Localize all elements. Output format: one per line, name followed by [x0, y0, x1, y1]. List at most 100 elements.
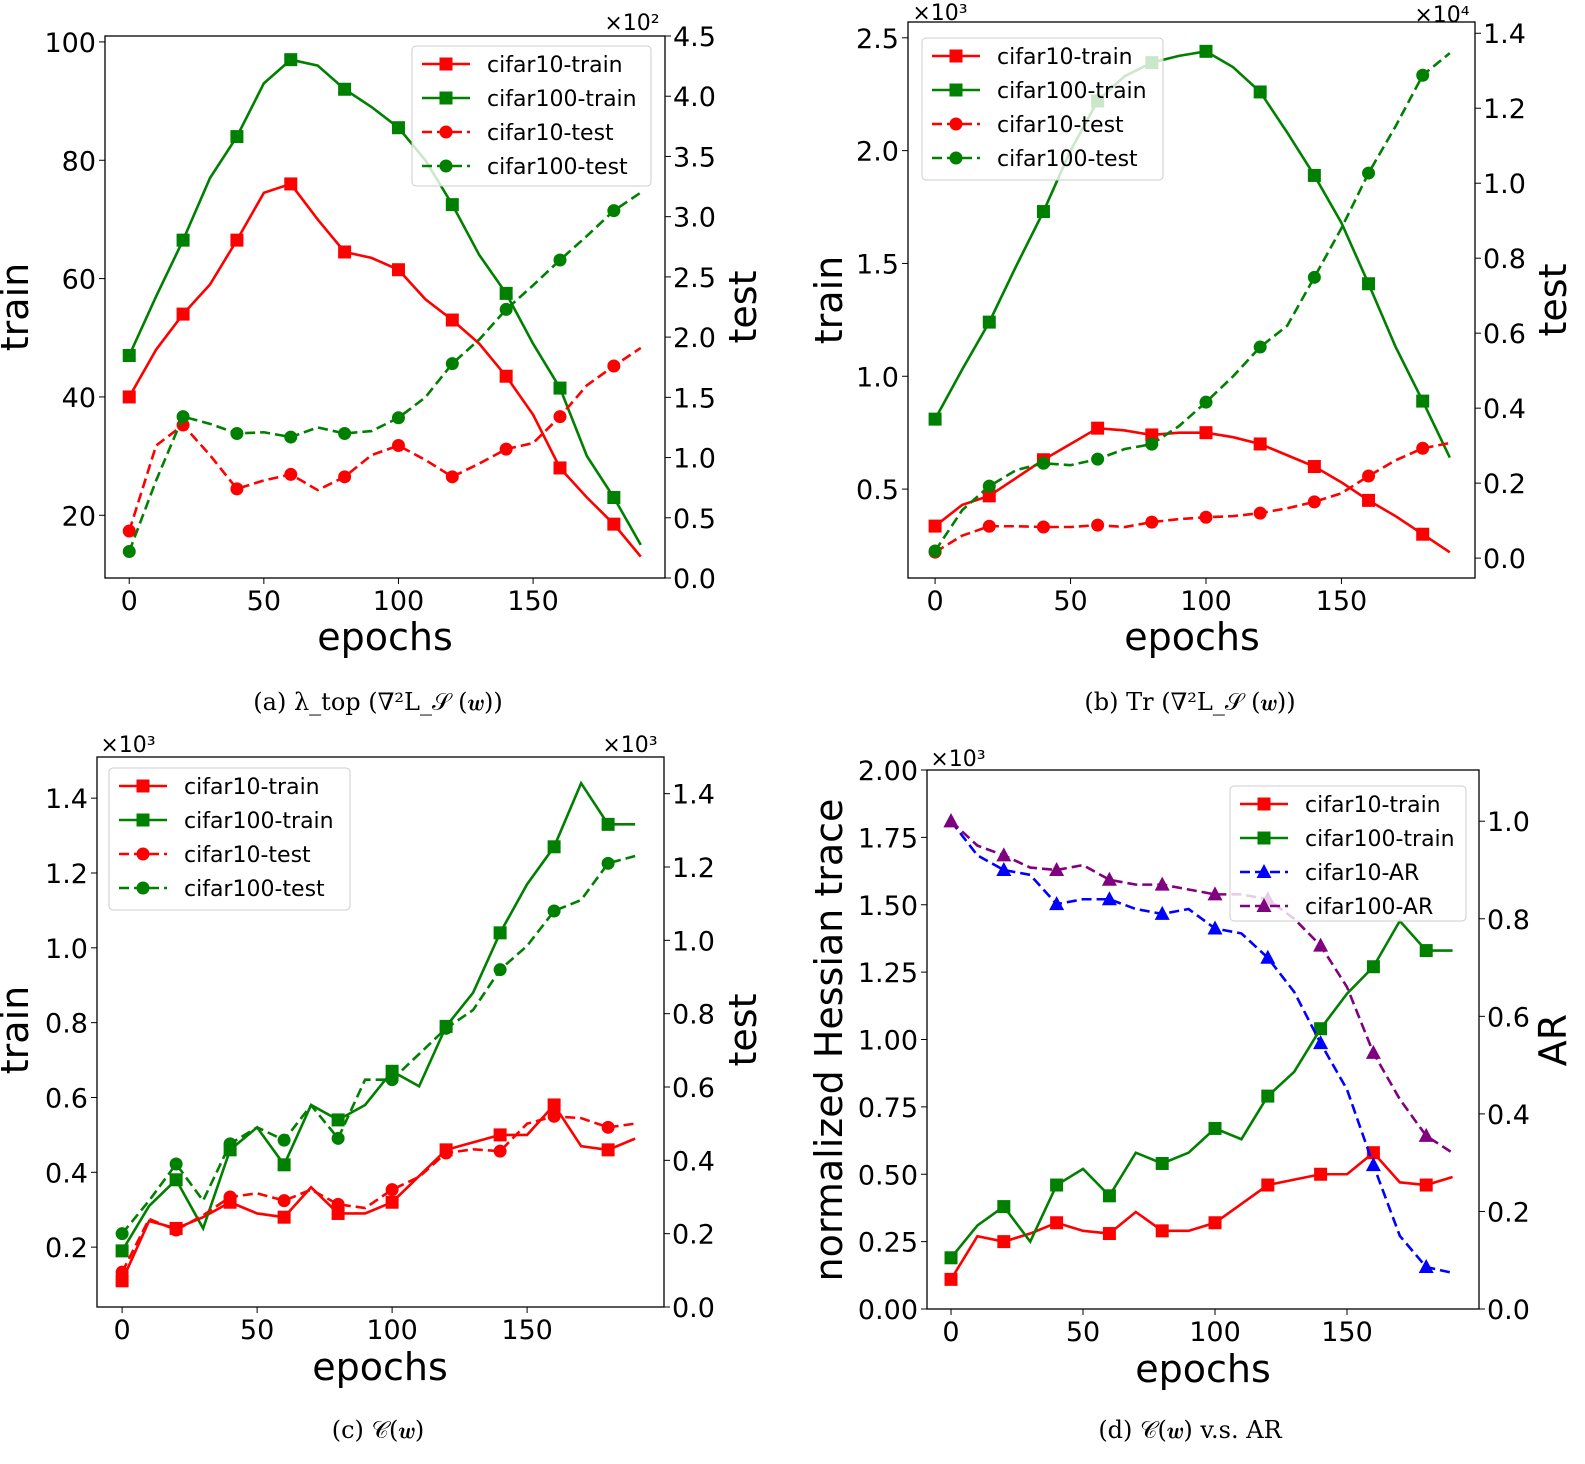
y-right-tick-label: 0.2	[672, 1220, 715, 1251]
data-point-cifar100-train	[1307, 168, 1321, 182]
data-point-cifar10-train	[1307, 460, 1321, 474]
data-point-cifar10-train	[284, 177, 298, 191]
data-point-cifar100-train	[284, 53, 298, 67]
x-tick-label: 150	[507, 586, 559, 617]
data-point-cifar10-AR	[1260, 949, 1276, 964]
y-right-tick-label: 3.5	[673, 142, 716, 173]
y-right-tick-label: 0.8	[672, 1000, 715, 1031]
data-point-cifar100-test	[1307, 270, 1321, 284]
data-point-cifar10-test	[169, 1223, 183, 1237]
x-tick-label: 150	[501, 1315, 553, 1346]
legend-marker-cifar100-test	[949, 151, 963, 165]
data-point-cifar10-train	[277, 1210, 291, 1224]
data-point-cifar100-train	[230, 130, 244, 144]
plot-frame	[96, 756, 665, 1308]
x-axis-label: epochs	[1124, 615, 1260, 659]
data-point-cifar10-test	[1036, 520, 1050, 534]
series-line-cifar10-AR	[949, 820, 1453, 1275]
legend-box	[411, 45, 652, 187]
plot-frame	[104, 35, 666, 579]
x-tick-label: 0	[942, 1317, 959, 1348]
legend-label: cifar100-train	[997, 79, 1147, 104]
legend: cifar10-train cifar100-train cifar10-test c…	[108, 767, 351, 911]
legend-label: cifar100-train	[1305, 827, 1455, 852]
legend-label: cifar100-test	[997, 147, 1138, 172]
x-tick-label: 100	[1180, 586, 1232, 617]
x-tick-label: 50	[1066, 1317, 1100, 1348]
data-point-cifar10-train	[944, 1272, 958, 1286]
data-point-cifar10-test	[1145, 515, 1159, 529]
data-point-cifar10-train	[1155, 1224, 1169, 1238]
legend-label: cifar100-train	[487, 87, 637, 112]
data-point-cifar10-test	[1199, 510, 1213, 524]
legend-marker-cifar100-train	[439, 91, 453, 105]
data-point-cifar10-AR	[1207, 920, 1223, 935]
data-point-cifar10-train	[1314, 1167, 1328, 1181]
y-right-tick-label: 1.2	[672, 853, 715, 884]
data-point-cifar10-train	[499, 369, 513, 383]
data-point-cifar100-train	[1155, 1156, 1169, 1170]
data-point-cifar10-train	[1261, 1178, 1275, 1192]
y-right-tick-label: 0.4	[672, 1146, 715, 1177]
right-axis-multiplier: ×10⁴	[1414, 3, 1469, 28]
y-tick-label: 80	[62, 146, 96, 177]
data-point-cifar10-train	[1362, 493, 1376, 507]
legend-marker-cifar100-train	[1257, 831, 1271, 845]
data-point-cifar10-train	[1419, 1178, 1433, 1192]
x-tick-label: 0	[114, 1315, 131, 1346]
data-point-cifar100-test	[115, 1227, 129, 1241]
caption-a: (a) λ_top (∇²L_𝒮 (𝒘))	[253, 688, 503, 716]
y-right-axis-label: test	[721, 994, 765, 1067]
right-axis-multiplier: ×10³	[602, 733, 657, 758]
legend-marker-cifar10-AR	[1256, 864, 1272, 878]
x-axis-label: epochs	[317, 615, 453, 659]
caption-c: (c) 𝒞(𝒘)	[331, 1416, 425, 1444]
plot-frame	[907, 21, 1476, 579]
data-point-cifar100-AR	[1313, 937, 1329, 952]
legend-label: cifar100-test	[487, 155, 628, 180]
y-tick-label: 60	[62, 265, 96, 296]
data-point-cifar10-train	[331, 1206, 345, 1220]
series-line-cifar100-test	[934, 52, 1451, 552]
y-right-tick-label: 1.4	[1483, 19, 1526, 50]
data-point-cifar10-AR	[1418, 1259, 1434, 1274]
subplot-b: 0 50 100 150 0.5 1.0 1.5 2.0 2.5 0.0 0.2 0.4 0.6 0.8 1…	[807, 1, 1575, 659]
x-axis-label: epochs	[1135, 1347, 1271, 1391]
y-right-tick-label: 1.0	[1483, 169, 1526, 200]
data-point-cifar100-train	[331, 1113, 345, 1127]
legend-box	[1229, 785, 1467, 922]
legend-label: cifar10-train	[1305, 793, 1441, 818]
legend-marker-cifar100-test	[136, 881, 150, 895]
data-point-cifar10-test	[499, 442, 513, 456]
data-point-cifar100-train	[553, 381, 567, 395]
data-point-cifar100-test	[1091, 452, 1105, 466]
y-axis-label: train	[807, 256, 851, 344]
data-point-cifar10-test	[982, 519, 996, 533]
y-tick-label: 0.25	[858, 1228, 918, 1259]
data-point-cifar100-train	[493, 926, 507, 940]
legend-label: cifar10-train	[184, 775, 320, 800]
data-point-cifar10-test	[115, 1265, 129, 1279]
series-line-cifar10-test	[120, 1115, 636, 1273]
data-point-cifar100-train	[391, 121, 405, 135]
data-point-cifar10-AR	[1101, 891, 1117, 906]
y-tick-label: 1.00	[858, 1026, 918, 1057]
x-tick-label: 100	[1189, 1317, 1241, 1348]
data-point-cifar100-test	[607, 204, 621, 218]
legend-label: cifar10-train	[487, 53, 623, 78]
data-point-cifar100-test	[547, 904, 561, 918]
data-point-cifar10-train	[1091, 421, 1105, 435]
y-tick-label: 1.50	[858, 891, 918, 922]
y-right-tick-label: 1.0	[1487, 807, 1530, 838]
y-right-tick-label: 1.0	[672, 926, 715, 957]
data-point-cifar100-test	[1253, 340, 1267, 354]
data-point-cifar100-test	[331, 1131, 345, 1145]
legend-box	[108, 767, 351, 911]
data-point-cifar100-AR	[1049, 861, 1065, 876]
data-point-cifar100-train	[997, 1200, 1011, 1214]
data-point-cifar10-test	[547, 1109, 561, 1123]
data-point-cifar100-test	[391, 411, 405, 425]
data-point-cifar10-train	[607, 517, 621, 531]
legend-marker-cifar100-train	[949, 83, 963, 97]
y-right-tick-label: 4.5	[673, 22, 716, 53]
